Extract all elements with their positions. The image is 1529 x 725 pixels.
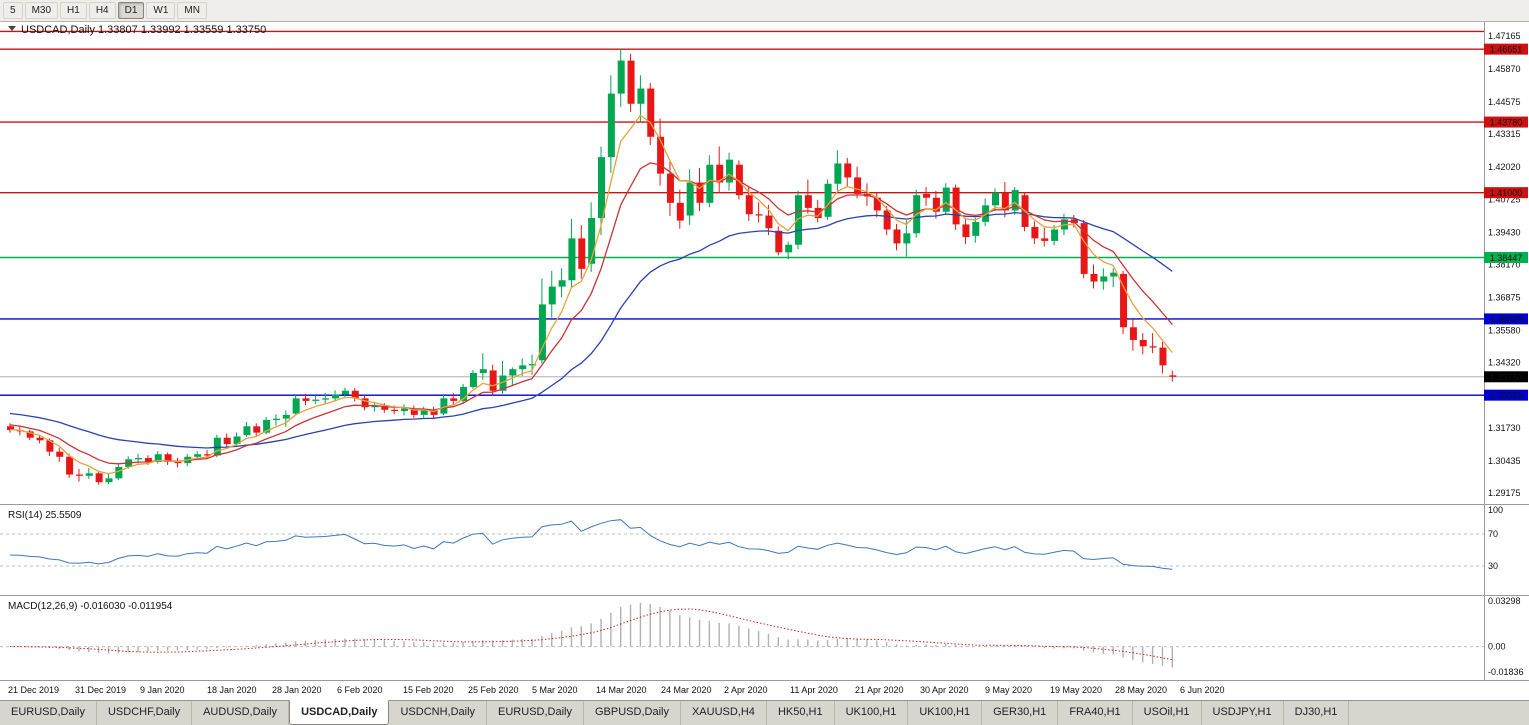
svg-text:-0.01836: -0.01836 [1488, 667, 1524, 677]
symbol-tab-HK50-H1[interactable]: HK50,H1 [767, 701, 835, 725]
symbol-tab-USDCAD-Daily[interactable]: USDCAD,Daily [289, 700, 390, 725]
price-axis-tick: 1.31730 [1488, 423, 1521, 433]
macd-label: MACD(12,26,9) -0.016030 -0.011954 [8, 601, 173, 612]
svg-text:1.46651: 1.46651 [1490, 45, 1523, 55]
symbol-dropdown-icon[interactable] [8, 26, 16, 31]
horizontal-price-lines [0, 30, 1484, 396]
price-axis-tick: 1.43315 [1488, 129, 1521, 139]
timeframe-button-M30[interactable]: M30 [24, 2, 59, 19]
date-axis-label: 18 Jan 2020 [207, 685, 257, 695]
svg-text:0.03298: 0.03298 [1488, 596, 1521, 606]
price-axis-tick: 1.34320 [1488, 357, 1521, 367]
svg-text:1.41000: 1.41000 [1490, 188, 1523, 198]
price-badge: 1.36029 [1484, 313, 1528, 325]
price-axis-tick: 1.47165 [1488, 31, 1521, 41]
date-axis-label: 30 Apr 2020 [920, 685, 969, 695]
price-axis-tick: 1.40725 [1488, 195, 1521, 205]
price-axis-tick: 1.39430 [1488, 228, 1521, 238]
price-badge: 1.46651 [1484, 43, 1528, 55]
date-axis-label: 9 May 2020 [985, 685, 1032, 695]
price-axis-tick: 1.45870 [1488, 64, 1521, 74]
chart-tabs-bar: EURUSD,Daily USDCHF,Daily AUDUSD,Daily USDC… [0, 700, 1529, 725]
timeframe-button-W1[interactable]: W1 [146, 2, 176, 19]
date-axis-label: 6 Feb 2020 [337, 685, 383, 695]
date-axis-label: 28 Jan 2020 [272, 685, 322, 695]
svg-text:1.43780: 1.43780 [1490, 118, 1523, 128]
date-axis-label: 28 May 2020 [1115, 685, 1167, 695]
macd-panel: 0.03298 0.00 -0.01836 MACD(12,26,9) -0.0160… [0, 596, 1524, 677]
date-axis-label: 11 Apr 2020 [790, 685, 838, 695]
symbol-tab-GER30-H1[interactable]: GER30,H1 [982, 701, 1059, 725]
svg-text:100: 100 [1488, 505, 1503, 515]
symbol-tab-FRA40-H1[interactable]: FRA40,H1 [1058, 701, 1133, 725]
svg-text:70: 70 [1488, 529, 1498, 539]
symbol-tab-DJ30-H1[interactable]: DJ30,H1 [1284, 701, 1350, 725]
date-axis-label: 6 Jun 2020 [1180, 685, 1225, 695]
date-axis-label: 21 Apr 2020 [855, 685, 904, 695]
symbol-tab-GBPUSD-Daily[interactable]: GBPUSD,Daily [584, 701, 681, 725]
svg-text:1.38447: 1.38447 [1490, 253, 1523, 263]
price-axis-tick: 1.30435 [1488, 456, 1521, 466]
symbol-tab-USOil-H1[interactable]: USOil,H1 [1133, 701, 1202, 725]
date-axis-label: 9 Jan 2020 [140, 685, 185, 695]
symbol-tab-UK100-H1[interactable]: UK100,H1 [835, 701, 909, 725]
price-axis-tick: 1.42020 [1488, 162, 1521, 172]
rsi-label: RSI(14) 25.5509 [8, 510, 82, 521]
symbol-tab-XAUUSD-H4[interactable]: XAUUSD,H4 [681, 701, 767, 725]
svg-text:1.33026: 1.33026 [1490, 391, 1523, 401]
price-badge: 1.43780 [1484, 116, 1528, 128]
price-badge: 1.33026 [1484, 389, 1528, 401]
svg-text:1.33750: 1.33750 [1490, 372, 1523, 382]
symbol-tab-UK100-H1[interactable]: UK100,H1 [908, 701, 983, 725]
symbol-tab-EURUSD-Daily[interactable]: EURUSD,Daily [0, 701, 97, 725]
symbol-tab-USDCNH-Daily[interactable]: USDCNH,Daily [389, 701, 488, 725]
date-axis-label: 5 Mar 2020 [532, 685, 578, 695]
slow-ma-line [9, 211, 1173, 449]
date-axis-label: 31 Dec 2019 [75, 685, 126, 695]
timeframe-button-MN[interactable]: MN [177, 2, 207, 19]
date-axis-label: 21 Dec 2019 [8, 685, 59, 695]
date-axis-label: 19 May 2020 [1050, 685, 1102, 695]
panel-separators [0, 22, 1529, 681]
svg-text:1.36029: 1.36029 [1490, 314, 1523, 324]
timeframe-button-H4[interactable]: H4 [88, 2, 116, 19]
date-axis: 21 Dec 2019 31 Dec 2019 9 Jan 2020 18 Jan 2… [8, 685, 1225, 695]
timeframe-button-D1[interactable]: D1 [117, 2, 145, 19]
timeframe-button-H1[interactable]: H1 [60, 2, 87, 19]
fast-ma-line [9, 114, 1173, 475]
price-badge: 1.41000 [1484, 187, 1528, 199]
rsi-line [9, 519, 1173, 570]
date-axis-label: 14 Mar 2020 [596, 685, 647, 695]
price-axis-tick: 1.44575 [1488, 97, 1521, 107]
candlestick-series [7, 48, 1177, 485]
price-axis-tick: 1.36875 [1488, 292, 1521, 302]
timeframe-button-5[interactable]: 5 [3, 2, 23, 19]
date-axis-label: 25 Feb 2020 [468, 685, 519, 695]
macd-signal-line [10, 608, 1173, 661]
svg-text:0.00: 0.00 [1488, 642, 1506, 652]
timeframe-toolbar: 5 M30 H1 H4 D1 W1 MN [0, 0, 1529, 22]
symbol-tab-USDCHF-Daily[interactable]: USDCHF,Daily [97, 701, 193, 725]
symbol-tab-EURUSD-Daily[interactable]: EURUSD,Daily [487, 701, 584, 725]
date-axis-label: 24 Mar 2020 [661, 685, 712, 695]
medium-ma-line [9, 162, 1173, 465]
price-badge: 1.38447 [1484, 251, 1528, 263]
moving-average-lines [9, 114, 1173, 475]
date-axis-label: 15 Feb 2020 [403, 685, 454, 695]
price-axis-tick: 1.35580 [1488, 325, 1521, 335]
price-axis-tick: 1.29175 [1488, 488, 1521, 498]
chart-ohlc-title: USDCAD,Daily 1.33807 1.33992 1.33559 1.3… [21, 24, 266, 36]
date-axis-label: 2 Apr 2020 [724, 685, 768, 695]
symbol-tab-AUDUSD-Daily[interactable]: AUDUSD,Daily [192, 701, 290, 725]
price-badge: 1.33750 [1484, 371, 1528, 383]
symbol-tab-USDJPY-H1[interactable]: USDJPY,H1 [1202, 701, 1284, 725]
price-axis: 1.47165 1.45870 1.44575 1.43315 1.42020 1.407… [1484, 31, 1528, 498]
price-axis-tick: 1.38170 [1488, 260, 1521, 270]
svg-text:30: 30 [1488, 561, 1498, 571]
rsi-panel: 100 70 30 RSI(14) 25.5509 [0, 505, 1503, 571]
